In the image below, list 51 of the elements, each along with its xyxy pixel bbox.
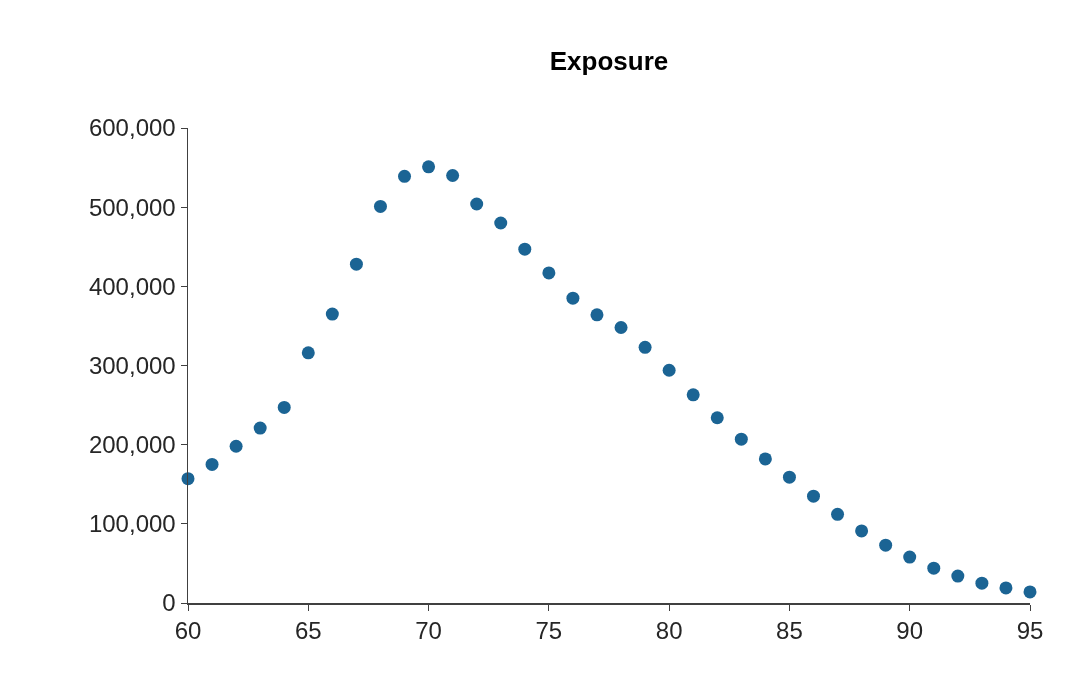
point [470, 197, 484, 211]
x-tick-label: 75 [535, 617, 563, 645]
point [855, 524, 869, 538]
point [758, 452, 772, 466]
point [590, 308, 604, 322]
y-tick-label: 200,000 [88, 431, 176, 459]
x-tick-label: 80 [655, 617, 683, 645]
y-tick-label: 500,000 [88, 193, 176, 221]
point [662, 363, 676, 377]
point [734, 432, 748, 446]
point [686, 388, 700, 402]
point [807, 489, 820, 503]
point [301, 346, 315, 360]
x-tick-label: 85 [776, 617, 803, 645]
point [542, 266, 556, 280]
y-tick-label: 300,000 [88, 351, 176, 379]
point [229, 439, 243, 453]
point [566, 291, 580, 305]
point [999, 581, 1013, 595]
point [494, 216, 508, 230]
point [903, 550, 917, 564]
y-tick-label: 100,000 [88, 510, 176, 538]
x-tick-label: 90 [896, 617, 924, 645]
y-tick-label: 400,000 [88, 272, 176, 300]
point [1023, 585, 1037, 599]
point [710, 411, 724, 425]
point [325, 307, 339, 321]
point [398, 169, 412, 183]
x-tick-label: 70 [415, 617, 442, 645]
y-tick-label: 0 [162, 589, 176, 617]
point [205, 457, 219, 471]
point [927, 561, 941, 575]
point [975, 576, 989, 590]
x-tick-label: 60 [174, 617, 202, 645]
point [277, 400, 291, 414]
point [879, 538, 893, 552]
point [638, 340, 652, 354]
chart-title: Exposure [549, 46, 669, 77]
point [614, 321, 628, 334]
x-tick-label: 95 [1016, 617, 1044, 645]
point [831, 507, 845, 521]
point [422, 160, 436, 174]
point [253, 421, 267, 435]
y-tick-label: 600,000 [88, 114, 176, 142]
point [782, 470, 796, 484]
x-tick-label: 65 [294, 617, 322, 645]
point [349, 257, 363, 271]
point [373, 199, 387, 213]
point [446, 169, 460, 182]
point [518, 242, 532, 256]
point [951, 569, 965, 583]
